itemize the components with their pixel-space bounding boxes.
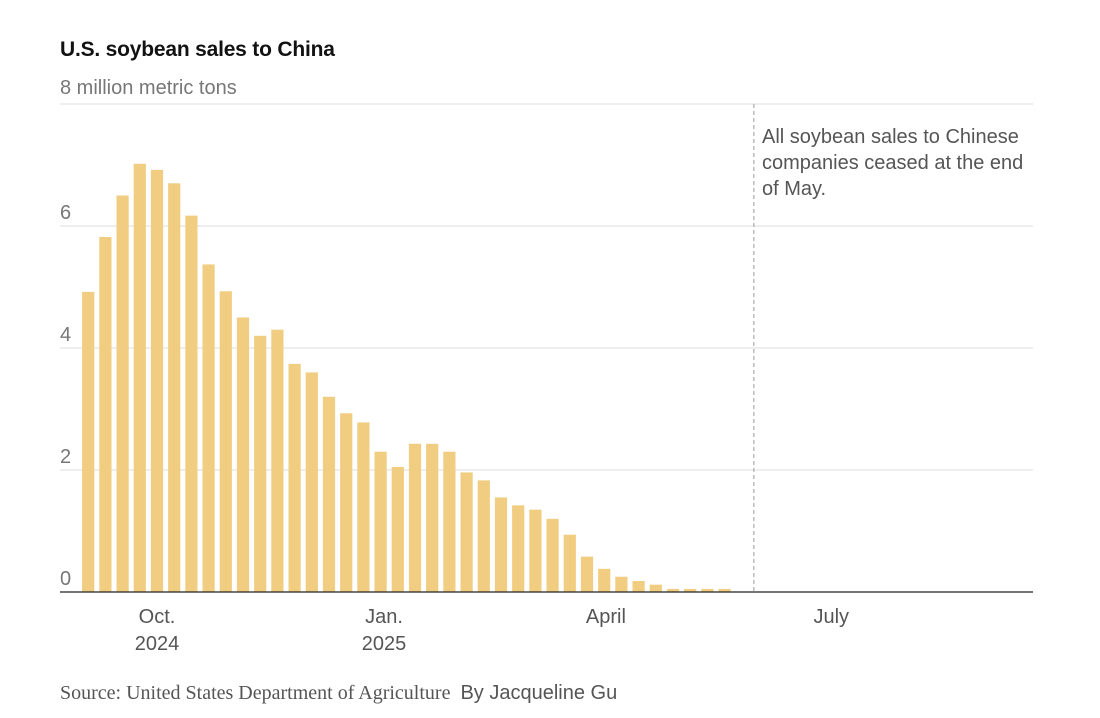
bar	[391, 466, 404, 592]
bar	[150, 169, 164, 592]
bar	[116, 195, 129, 592]
bar	[236, 317, 250, 592]
x-tick-label: April	[585, 606, 626, 628]
bars	[82, 163, 731, 593]
bar	[305, 372, 318, 592]
bar	[168, 183, 181, 593]
y-tick-label: 2	[60, 446, 72, 468]
source-text: Source: United States Department of Agri…	[60, 682, 451, 704]
bar	[494, 497, 508, 592]
bar	[322, 396, 336, 592]
bar	[99, 236, 112, 593]
bar	[185, 215, 198, 592]
bar	[82, 291, 95, 592]
bar	[374, 451, 387, 592]
bar	[649, 584, 662, 592]
bar	[408, 443, 422, 592]
bar	[340, 413, 353, 592]
bar	[563, 534, 576, 592]
byline: By Jacqueline Gu	[460, 682, 618, 704]
bar	[701, 588, 714, 592]
y-tick-label: 4	[60, 324, 72, 346]
bar	[254, 335, 267, 592]
bar	[202, 264, 215, 592]
y-tick-label: 0	[60, 568, 72, 590]
bar	[133, 163, 146, 592]
source-note: Source: United States Department of Agri…	[60, 682, 617, 705]
bar	[666, 588, 680, 592]
chart-title: U.S. soybean sales to China	[60, 38, 335, 61]
y-axis-unit-label: 8 million metric tons	[60, 77, 237, 99]
bar	[546, 518, 559, 592]
bar	[598, 568, 611, 592]
bar	[632, 581, 645, 592]
bar	[443, 451, 456, 592]
bar	[288, 363, 301, 592]
bar	[426, 443, 439, 592]
x-tick-label: Jan. 2025	[361, 606, 407, 655]
bar	[477, 480, 490, 592]
bar	[512, 505, 525, 592]
bar	[718, 588, 731, 592]
y-tick-label: 6	[60, 202, 72, 224]
bar	[580, 556, 594, 592]
bar	[357, 422, 370, 592]
bar	[460, 472, 473, 592]
bar	[219, 291, 232, 592]
axes	[60, 104, 1033, 593]
cutoff-annotation: All soybean sales to Chinese companies c…	[762, 126, 1024, 200]
x-tick-label: Oct. 2024	[134, 606, 180, 655]
x-tick-label: July	[813, 606, 850, 628]
bar	[529, 509, 542, 592]
bar	[615, 576, 628, 592]
bar	[271, 329, 284, 592]
bar	[684, 588, 697, 592]
